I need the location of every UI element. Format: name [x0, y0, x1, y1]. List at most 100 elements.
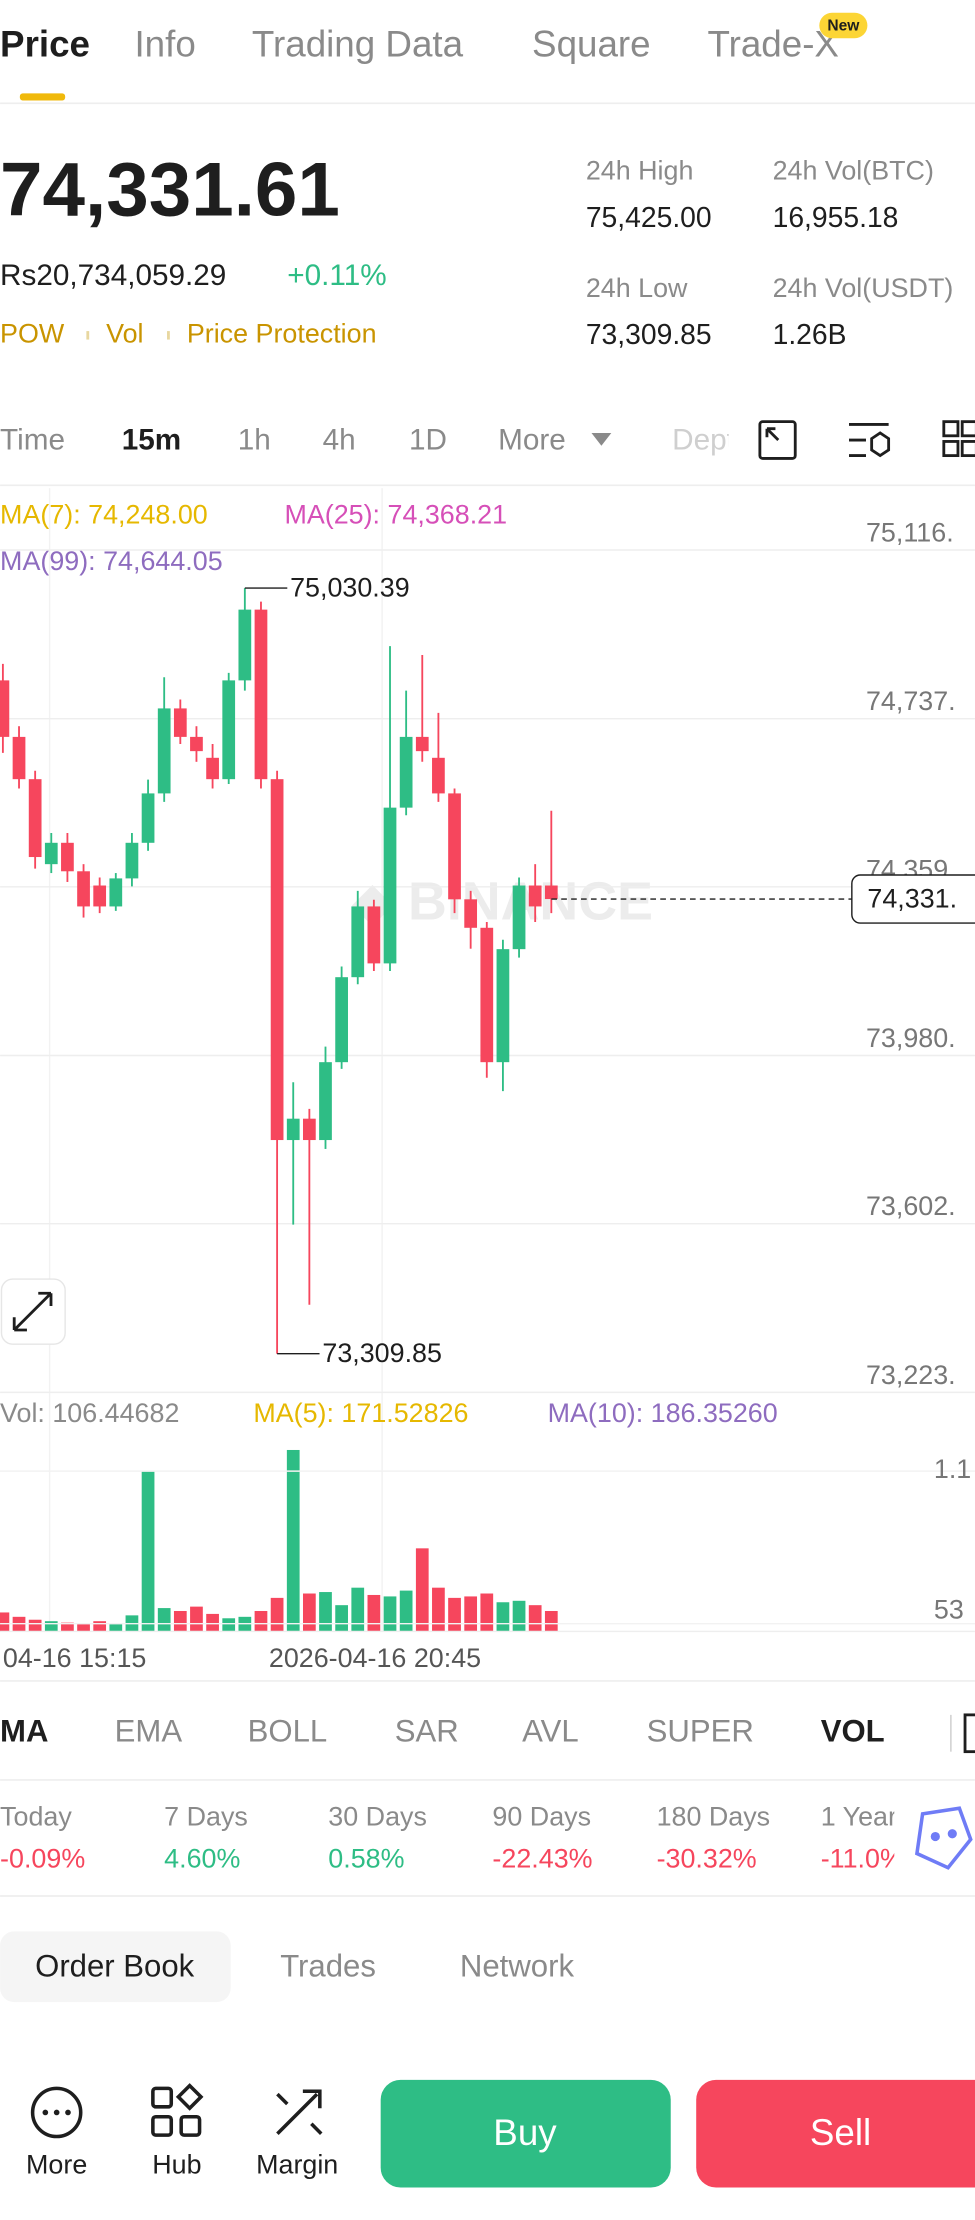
volume-bar	[480, 1593, 494, 1632]
sell-label[interactable]: Sell	[810, 2112, 871, 2153]
buy-button[interactable]	[380, 2079, 671, 2188]
volume-bar	[222, 1618, 236, 1632]
indicator[interactable]: VOL	[821, 1713, 885, 1748]
perf-value: 4.60%	[164, 1844, 240, 1874]
volume-bar	[399, 1590, 413, 1632]
interval[interactable]: More	[498, 423, 566, 456]
indicator[interactable]: SUPER	[647, 1713, 754, 1748]
interval[interactable]: 4h	[323, 423, 356, 456]
expand-icon	[12, 1291, 53, 1332]
book-tab[interactable]: Network	[460, 1948, 575, 1983]
dropdown-arrow	[591, 432, 612, 446]
indicator[interactable]: BOLL	[248, 1713, 328, 1748]
ma-label: MA(7): 74,248.00	[0, 500, 208, 530]
volume-bar	[335, 1605, 348, 1632]
fade	[728, 410, 758, 473]
high-label: 75,030.39	[290, 573, 410, 603]
indicator[interactable]: AVL	[522, 1713, 579, 1748]
indicator[interactable]: MA	[0, 1713, 48, 1748]
perf-value: -22.43%	[492, 1844, 592, 1874]
tab[interactable]: Square	[532, 23, 651, 64]
stat-label: 24h Vol(BTC)	[773, 156, 934, 186]
stat-label: 24h High	[586, 156, 694, 186]
candle-body	[335, 977, 348, 1063]
nav-label[interactable]: More	[26, 2149, 87, 2179]
vol-label: Vol: 106.44682	[0, 1398, 179, 1428]
dot	[53, 2109, 60, 2116]
dot	[42, 2109, 49, 2116]
tab[interactable]: Trading Data	[252, 23, 464, 64]
watermark: ◆ BINANCE	[352, 872, 653, 932]
tag[interactable]: POW	[0, 318, 65, 348]
fiat-price: Rs20,734,059.29	[0, 259, 226, 292]
time-label: 2026-04-16 20:45	[269, 1643, 481, 1673]
volume-tick-label: 53	[934, 1595, 964, 1625]
indicator[interactable]: EMA	[115, 1713, 183, 1748]
candle-body	[464, 899, 478, 928]
interval[interactable]: 15m	[122, 423, 181, 456]
tag[interactable]: Vol	[106, 318, 143, 348]
candle-body	[270, 779, 284, 1141]
nav-label[interactable]: Margin	[256, 2149, 338, 2179]
candle-body	[190, 736, 203, 752]
tab[interactable]: Price	[0, 23, 90, 64]
volume-bar	[512, 1600, 526, 1632]
candle-body	[351, 906, 365, 978]
last-price-label: 74,331.	[867, 884, 957, 914]
book-tab[interactable]: Trades	[280, 1948, 376, 1983]
candle-body	[0, 680, 10, 737]
candle-body	[254, 609, 268, 780]
volume-bar	[109, 1624, 123, 1632]
badge-text: New	[827, 17, 860, 34]
tab[interactable]: Info	[134, 23, 195, 64]
nav-label[interactable]: Hub	[152, 2149, 201, 2179]
candle-body	[415, 736, 429, 752]
volume-bar	[286, 1449, 300, 1632]
chart: 75,116.74,737.74,359.73,980.73,602.73,22…	[0, 518, 975, 1632]
stat-value: 16,955.18	[773, 201, 899, 233]
stat-label: 24h Vol(USDT)	[773, 273, 954, 303]
stat-value: 75,425.00	[586, 201, 712, 233]
perf-label: 30 Days	[328, 1801, 427, 1831]
candle-body	[61, 842, 74, 872]
volume-bar	[383, 1596, 397, 1632]
candle-body	[173, 708, 187, 737]
buy-label[interactable]: Buy	[493, 2112, 557, 2153]
stat-label: 24h Low	[586, 273, 688, 303]
toolbar-icons[interactable]	[758, 420, 975, 460]
volume-bar	[190, 1606, 203, 1632]
candle-body	[44, 842, 58, 865]
candle-body	[367, 906, 381, 964]
performance: Today -0.09% 7 Days 4.60% 30 Days 0.58% 90 Day…	[0, 1801, 904, 1873]
sell-button[interactable]	[696, 2079, 975, 2188]
badge	[819, 12, 868, 39]
candle-body	[125, 842, 139, 879]
tag[interactable]: Price Protection	[187, 318, 377, 348]
perf-label: 90 Days	[492, 1801, 591, 1831]
perf-label: Today	[0, 1801, 72, 1831]
volume-bar	[157, 1608, 171, 1632]
y-tick-label: 75,116.	[866, 518, 954, 548]
tab[interactable]: Trade-X	[708, 23, 839, 64]
y-tick-label: 73,602.	[866, 1191, 956, 1221]
interval[interactable]: 1h	[238, 423, 271, 456]
perf-value: 0.58%	[328, 1844, 404, 1874]
candle-body	[93, 885, 107, 907]
book-tab[interactable]: Order Book	[35, 1948, 195, 1983]
interval[interactable]: Time	[0, 423, 65, 456]
price-change: +0.11%	[287, 259, 386, 292]
candle-body	[528, 885, 542, 907]
perf-label: 7 Days	[164, 1801, 248, 1831]
settings-icon[interactable]	[963, 1713, 975, 1754]
interval[interactable]: 1D	[409, 423, 447, 456]
low-label: 73,309.85	[322, 1338, 442, 1368]
volume-bar	[0, 1612, 10, 1632]
candle-body	[302, 1118, 316, 1141]
perf-value: -11.0%	[821, 1844, 904, 1874]
volume-bar	[61, 1622, 74, 1632]
candle-body	[77, 871, 90, 907]
assistant-icon[interactable]	[914, 1806, 973, 1870]
indicator[interactable]: SAR	[395, 1713, 459, 1748]
perf-value: -30.32%	[657, 1844, 757, 1874]
